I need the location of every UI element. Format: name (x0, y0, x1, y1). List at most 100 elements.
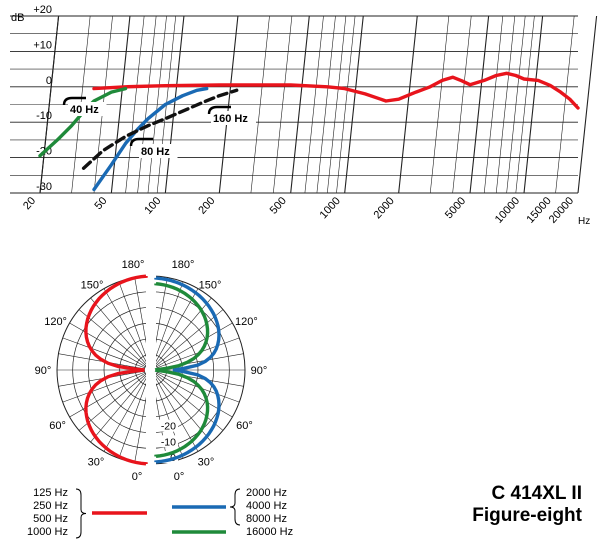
grid-border (39, 15, 60, 194)
polar-angle-label-left: 30° (88, 456, 105, 468)
x-tick-label: 100 (142, 195, 163, 217)
polar-center-gap (146, 260, 156, 466)
annotation-bracket (62, 96, 86, 106)
polar-spoke (156, 373, 233, 418)
polar-angle-label-left: 0° (132, 471, 143, 483)
polar-angle-label-right: 0° (174, 471, 185, 483)
polar-angle-label-left: 90° (35, 365, 52, 377)
polar-r-label: -20 (161, 421, 176, 433)
polar-pattern: 0-10-20180°150°120°90°60°30°0°180°150°12… (35, 259, 268, 483)
legend-item: 1000 Hz (27, 526, 68, 538)
model-name: C 414XL II (491, 483, 582, 504)
legend-item: 500 Hz (33, 513, 68, 525)
polar-spoke (156, 322, 233, 367)
polar-curve-mid (154, 276, 221, 464)
grid-line-v (290, 15, 310, 194)
grid-line-v (147, 15, 167, 194)
polar-angle-label-left: 120° (44, 316, 67, 328)
grid-line-v (495, 15, 516, 194)
polar-spoke (155, 309, 224, 367)
annotation-bracket (207, 105, 231, 115)
polar-spoke (155, 373, 224, 431)
grid-line-v (398, 15, 418, 194)
x-tick-label: 20 (21, 195, 38, 212)
grid-line-v (515, 15, 535, 194)
legend-item: 250 Hz (33, 500, 68, 512)
polar-spoke (62, 371, 145, 403)
legend-swatches (75, 488, 241, 539)
polar-angle-label-left: 150° (81, 280, 104, 292)
legend-item: 4000 Hz (246, 500, 287, 512)
grid-line-v (336, 15, 356, 194)
grid-line-v (218, 15, 239, 194)
polar-angle-label-right: 150° (199, 280, 222, 292)
polar-spoke (118, 376, 150, 459)
x-tick-label: 200 (196, 195, 217, 217)
grid-line-v (523, 15, 544, 194)
polar-spoke (69, 373, 146, 418)
polar-spoke (62, 337, 145, 369)
polar-curve-high (154, 282, 210, 458)
grid-line-v (469, 15, 490, 194)
polar-spoke (118, 281, 150, 364)
polar-spoke (154, 297, 212, 366)
grid-line-v (125, 15, 145, 194)
legend-item: 8000 Hz (246, 513, 287, 525)
polar-spoke (152, 376, 184, 459)
frequency-response-annotations: 40 Hz 80 Hz 160 Hz (62, 96, 256, 158)
high-pass-80hz-line (92, 86, 209, 192)
grid-line-v (344, 15, 364, 194)
polar-angle-label-right: 90° (251, 365, 268, 377)
polar-angle-label-left: 60° (49, 420, 66, 432)
polar-angle-label-right: 180° (172, 259, 195, 271)
polar-spoke (69, 322, 146, 367)
grid-line-v (304, 15, 324, 194)
polar-spoke (152, 281, 184, 364)
polar-angle-label-right: 60° (236, 420, 253, 432)
product-title: C 414XL II Figure-eight (472, 483, 582, 527)
polar-r-label: -10 (161, 436, 176, 448)
y-tick-label: 0 (46, 75, 52, 87)
annotation-label: 80 Hz (141, 146, 170, 158)
annotation-label: 40 Hz (70, 104, 99, 116)
high-pass-160hz-line (81, 88, 239, 170)
grid-line-v (483, 15, 504, 194)
annotation-box (211, 111, 256, 125)
grid-line-v (110, 15, 131, 194)
x-tick-label: 50 (92, 195, 109, 212)
polar-angle-label-left: 180° (122, 259, 145, 271)
grid-line-v (452, 15, 472, 194)
x-tick-label: 20000 (547, 195, 576, 226)
polar-r-label-bg (158, 419, 178, 432)
grid-line-v (555, 15, 575, 194)
annotation-box (139, 144, 178, 158)
polar-pattern-name: Figure-eight (472, 505, 582, 526)
x-tick-label: 10000 (493, 195, 522, 226)
polar-angle-label-right: 120° (235, 316, 258, 328)
y-tick-label: +10 (33, 39, 52, 51)
polar-curve-low (84, 274, 148, 466)
grid-line-v (273, 15, 293, 194)
grid-line-v (429, 15, 450, 194)
polar-r-label-bg (158, 435, 178, 448)
polar-spoke (78, 309, 147, 367)
x-tick-label: 1000 (318, 195, 343, 221)
legend-low-frequencies: 125 Hz 250 Hz 500 Hz 1000 Hz (22, 487, 68, 539)
polar-angle-label-right: 30° (198, 456, 215, 468)
polar-spoke (90, 374, 148, 443)
y-tick-label: +20 (33, 4, 52, 16)
polar-spoke (154, 375, 199, 452)
polar-spoke (154, 288, 199, 365)
legend-item: 125 Hz (33, 487, 68, 499)
frequency-response-curves (38, 71, 580, 192)
legend-brace (229, 488, 241, 526)
grid-line-v (577, 15, 598, 194)
polar-spoke (103, 288, 148, 365)
x-tick-label: 2000 (372, 195, 397, 221)
annotation-box (68, 102, 107, 116)
grid-line-v (506, 15, 526, 194)
legend-high-frequencies: 2000 Hz 4000 Hz 8000 Hz 16000 Hz (246, 487, 293, 539)
legend-item: 16000 Hz (246, 526, 294, 538)
frequency-response-line (92, 71, 580, 110)
